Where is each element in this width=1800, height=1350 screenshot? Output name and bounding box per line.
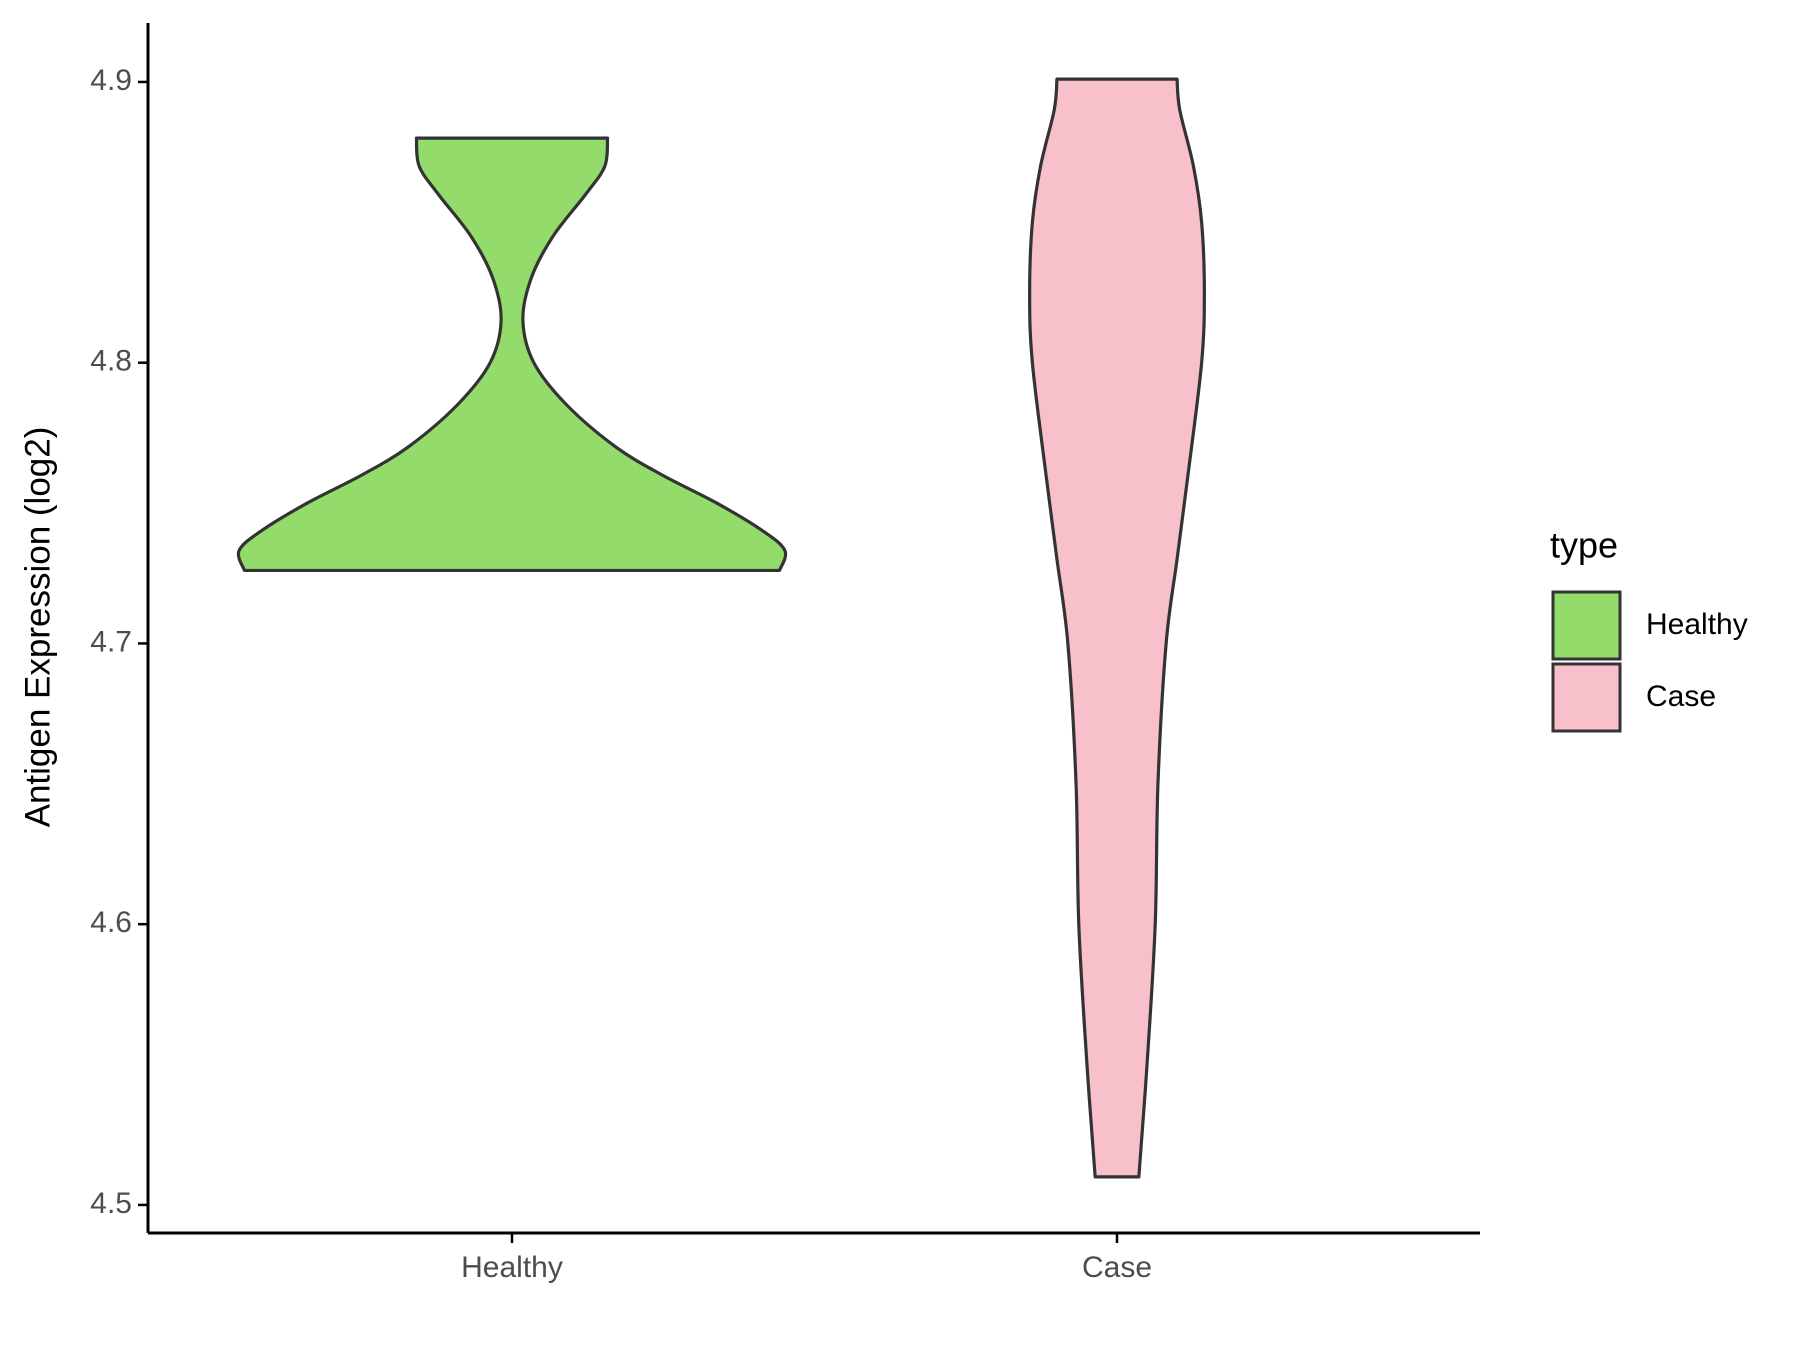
x-tick-label: Case: [1082, 1251, 1152, 1284]
violin: [1028, 77, 1206, 1179]
legend-key: [1551, 662, 1622, 733]
y-tick-label: 4.9: [90, 64, 132, 97]
y-axis-title: Antigen Expression (log2): [18, 427, 57, 828]
violin: [236, 136, 788, 573]
legend-label: Healthy: [1646, 608, 1748, 641]
legend-key: [1551, 590, 1622, 661]
y-tick-label: 4.6: [90, 906, 132, 939]
y-tick-label: 4.8: [90, 345, 132, 378]
legend-label: Case: [1646, 680, 1716, 713]
y-tick-label: 4.5: [90, 1187, 132, 1220]
x-tick-label: Healthy: [461, 1251, 563, 1284]
legend-title: type: [1550, 525, 1618, 566]
y-tick-label: 4.7: [90, 625, 132, 658]
